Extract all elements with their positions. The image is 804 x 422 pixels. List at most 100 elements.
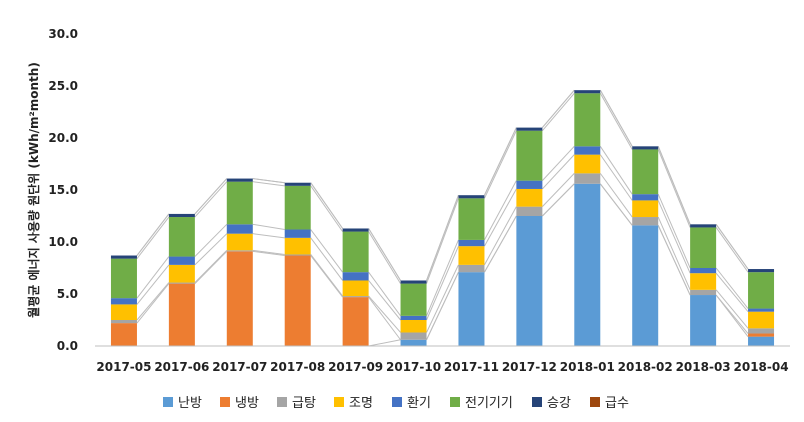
series-connector-line xyxy=(194,178,228,215)
series-connector-line xyxy=(310,185,344,232)
bar-segment xyxy=(632,217,659,226)
bar-segment xyxy=(168,283,195,346)
series-connector-line xyxy=(542,145,575,181)
bar-segment xyxy=(516,188,543,207)
series-connector-line xyxy=(657,193,691,269)
bar-segment xyxy=(226,251,253,346)
bar-segment xyxy=(284,237,311,255)
bar-segment xyxy=(690,289,717,296)
bar-segment xyxy=(632,225,659,346)
series-connector-line xyxy=(657,146,691,225)
x-tick-label: 2017-05 xyxy=(96,360,151,374)
series-connector-line xyxy=(368,296,401,341)
bar-segment xyxy=(574,93,601,147)
bar-segment xyxy=(516,127,543,131)
bar-stack xyxy=(226,178,253,346)
legend-label: 급수 xyxy=(605,396,629,411)
x-tick-label: 2018-04 xyxy=(734,360,789,374)
series-connector-line xyxy=(657,225,691,296)
bar-segment xyxy=(690,295,717,346)
legend-swatch xyxy=(450,397,460,407)
legend-label: 난방 xyxy=(178,396,202,411)
legend-item: 급수 xyxy=(590,396,629,411)
series-connector-line xyxy=(136,283,170,324)
bar-segment xyxy=(458,198,485,240)
series-connector-line xyxy=(368,228,401,281)
series-connector-line xyxy=(715,272,749,312)
legend-label: 환기 xyxy=(407,396,431,411)
series-connector-line xyxy=(194,181,228,218)
bar-segment xyxy=(516,180,543,189)
x-tick-label: 2018-01 xyxy=(560,360,615,374)
bar-segment xyxy=(690,224,717,228)
bar-stack xyxy=(342,228,369,346)
series-connector-line xyxy=(426,195,459,281)
bar-segment xyxy=(284,185,311,230)
bar-segment xyxy=(748,272,775,309)
bar-segment xyxy=(574,90,601,94)
bar-segment xyxy=(110,320,137,324)
series-connector-line xyxy=(252,178,285,184)
series-connector-line xyxy=(136,216,170,259)
series-connector-line xyxy=(310,254,344,297)
series-connector-line xyxy=(136,264,170,305)
y-axis-label: 월평균 에너지 사용량 원단위 (kWh/m²month) xyxy=(26,62,41,318)
series-connector-line xyxy=(310,255,344,298)
bar-segment xyxy=(574,173,601,184)
legend-item: 전기기기 xyxy=(450,396,513,411)
bar-stacks xyxy=(110,90,775,346)
series-connector-line xyxy=(599,89,633,147)
y-tick-label: 5.0 xyxy=(57,287,78,301)
y-tick-label: 10.0 xyxy=(48,235,78,249)
bar-stack xyxy=(168,213,195,346)
bar-segment xyxy=(110,255,137,259)
series-connector-line xyxy=(194,233,228,266)
series-connector-line xyxy=(541,92,575,132)
bar-segment xyxy=(748,269,775,273)
bar-segment xyxy=(226,178,253,182)
legend-label: 급탕 xyxy=(292,396,316,411)
x-tick-label: 2018-03 xyxy=(676,360,731,374)
series-connector-line xyxy=(426,264,459,333)
series-connector-line xyxy=(657,216,691,291)
series-connector-line xyxy=(715,267,749,309)
bar-segment xyxy=(690,227,717,268)
series-connector-line xyxy=(368,231,401,284)
y-tick-label: 25.0 xyxy=(48,79,78,93)
legend-swatch xyxy=(334,397,344,407)
legend-label: 승강 xyxy=(547,396,571,411)
series-connector-line xyxy=(599,146,633,195)
bar-segment xyxy=(226,181,253,225)
bar-segment xyxy=(458,264,485,273)
y-axis-label-group: 월평균 에너지 사용량 원단위 (kWh/m²month) xyxy=(26,62,41,318)
bar-segment xyxy=(400,280,427,284)
x-tick-label: 2017-09 xyxy=(328,360,383,374)
series-connector-line xyxy=(426,271,459,340)
series-connector-line xyxy=(484,127,517,196)
series-connector-line xyxy=(426,245,459,321)
series-connector-line xyxy=(542,183,575,217)
series-connector-line xyxy=(599,183,633,226)
series-connector-line xyxy=(484,206,517,266)
bar-segment xyxy=(458,272,485,346)
series-connector-line xyxy=(426,239,459,317)
series-connector-lines xyxy=(136,89,749,347)
series-connector-line xyxy=(368,339,401,347)
series-connector-line xyxy=(252,233,285,239)
bar-segment xyxy=(632,146,659,150)
bar-segment xyxy=(748,311,775,329)
series-connector-line xyxy=(484,130,517,199)
series-connector-line xyxy=(484,188,517,247)
bar-stack xyxy=(748,269,775,346)
series-connector-line xyxy=(136,256,170,299)
legend-swatch xyxy=(163,397,173,407)
bar-segment xyxy=(748,333,775,337)
series-connector-line xyxy=(136,282,170,321)
legend: 난방 냉방 급탕 조명 환기 전기기기 승강 급수 xyxy=(163,396,629,411)
bar-stack xyxy=(284,182,311,346)
bar-segment xyxy=(342,228,369,232)
series-connector-line xyxy=(715,227,749,273)
bar-segment xyxy=(574,154,601,174)
series-connector-line xyxy=(484,180,517,241)
bar-segment xyxy=(168,217,195,257)
